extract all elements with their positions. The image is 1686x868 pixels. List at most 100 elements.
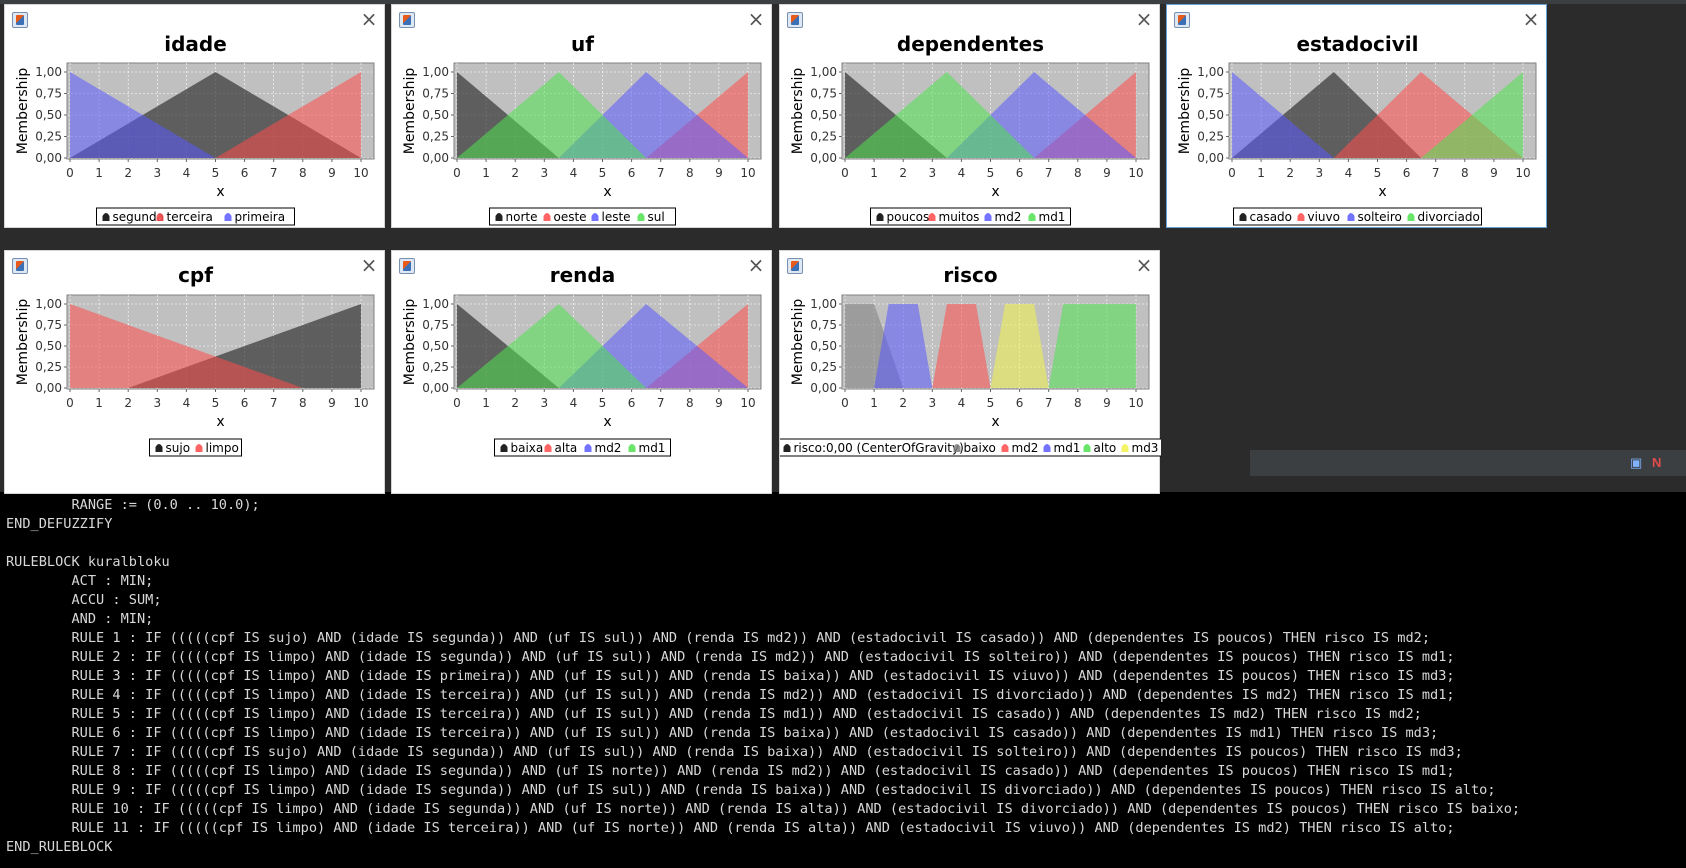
chart-window-dependentes[interactable]: × dependentes 0 1 2 3 4 5 6 7 8 9 10 0,00 0,25 0,50 0,75… (779, 4, 1160, 228)
ide-top-strip (0, 0, 1686, 4)
x-tick-label: 7 (270, 166, 278, 180)
chart-svg: renda 0 1 2 3 4 5 6 7 8 9 10 0,00 0,25 0,50 0,75 1,00 x Me… (402, 263, 762, 457)
legend-swatch (1239, 213, 1247, 221)
series-area-limpo (70, 304, 303, 388)
y-tick-label: 0,00 (422, 381, 449, 395)
x-axis-label: x (991, 414, 999, 430)
x-tick-label: 9 (715, 166, 723, 180)
x-tick-label: 8 (299, 166, 307, 180)
chart-window-cpf[interactable]: × cpf 0 1 2 3 4 5 6 7 8 9 10 0,00 0,25 0,50 0,75 1,00 x Mem… (4, 250, 385, 494)
y-tick-label: 1,00 (422, 65, 449, 79)
java-app-icon[interactable] (12, 258, 28, 274)
console-line: ACCU : SUM; (6, 592, 162, 608)
java-app-icon[interactable] (12, 12, 28, 28)
y-tick-label: 0,50 (810, 108, 837, 122)
x-axis-label: x (216, 184, 224, 200)
x-tick-label: 7 (270, 396, 278, 410)
console-line: RULE 1 : IF (((((cpf IS sujo) AND (idade… (6, 630, 1431, 646)
y-tick-label: 0,25 (35, 130, 62, 144)
x-axis-label: x (1378, 184, 1386, 200)
java-app-icon[interactable] (787, 258, 803, 274)
output-console[interactable]: RANGE := (0.0 .. 10.0); END_DEFUZZIFY RULE… (0, 492, 1686, 868)
x-tick-label: 7 (1045, 166, 1053, 180)
console-line: RULE 2 : IF (((((cpf IS limpo) AND (idad… (6, 649, 1455, 665)
y-tick-label: 1,00 (35, 65, 62, 79)
legend-swatch (500, 444, 508, 452)
netbeans-icon[interactable]: N (1652, 455, 1662, 470)
java-app-icon[interactable] (787, 12, 803, 28)
java-app-icon[interactable] (1174, 12, 1190, 28)
legend-label: alto (1094, 441, 1117, 455)
console-line: RULE 5 : IF (((((cpf IS limpo) AND (idad… (6, 706, 1422, 722)
legend-label: md2 (595, 441, 622, 455)
chart-window-estadocivil[interactable]: × estadocivil 0 1 2 3 4 5 6 7 8 9 10 0,00 0,25 0,50 0,75… (1166, 4, 1547, 228)
close-icon[interactable]: × (1522, 7, 1540, 31)
y-tick-label: 0,00 (1197, 151, 1224, 165)
y-tick-label: 0,00 (35, 381, 62, 395)
x-tick-label: 8 (299, 396, 307, 410)
legend-swatch (195, 444, 203, 452)
legend-label: solteiro (1358, 210, 1402, 224)
monitor-icon[interactable]: ▣ (1630, 455, 1643, 470)
y-axis-label: Membership (15, 68, 31, 155)
x-tick-label: 6 (628, 166, 636, 180)
legend-swatch (1347, 213, 1355, 221)
x-tick-label: 8 (1074, 396, 1082, 410)
chart-window-idade[interactable]: × idade 0 1 2 3 4 5 6 7 8 9 10 0,00 0,25 0,50 0,75 1,00 x M… (4, 4, 385, 228)
close-icon[interactable]: × (360, 7, 378, 31)
legend-box (489, 207, 676, 226)
close-icon[interactable]: × (360, 253, 378, 277)
chart-svg: cpf 0 1 2 3 4 5 6 7 8 9 10 0,00 0,25 0,50 0,75 1,00 x Memb… (15, 263, 375, 457)
console-line: RULE 10 : IF (((((cpf IS limpo) AND (ida… (6, 801, 1521, 817)
x-axis-label: x (991, 184, 999, 200)
console-line: AND : MIN; (6, 611, 154, 627)
x-tick-label: 3 (153, 166, 161, 180)
chart-window-uf[interactable]: × uf 0 1 2 3 4 5 6 7 8 9 10 0,00 0,25 0,50 0,75 1,00 x Memb… (391, 4, 772, 228)
chart-window-risco[interactable]: × risco 0 1 2 3 4 5 6 7 8 9 10 0,00 0,25 0,50 0,75 1,00 x M… (779, 250, 1161, 494)
x-tick-label: 6 (241, 396, 249, 410)
x-tick-label: 1 (95, 396, 103, 410)
x-axis-label: x (603, 184, 611, 200)
legend-swatch (155, 444, 163, 452)
legend-label: md1 (1039, 210, 1066, 224)
chart-svg: dependentes 0 1 2 3 4 5 6 7 8 9 10 0,00 0,25 0,50 0,75 1… (790, 32, 1150, 226)
series-area-md2 (932, 304, 991, 388)
x-tick-label: 10 (740, 166, 755, 180)
java-app-icon[interactable] (399, 258, 415, 274)
y-tick-label: 0,50 (422, 108, 449, 122)
legend-label: poucos (887, 210, 930, 224)
y-tick-label: 0,00 (810, 381, 837, 395)
chart-window-renda[interactable]: × renda 0 1 2 3 4 5 6 7 8 9 10 0,00 0,25 0,50 0,75 1,00 x M… (391, 250, 772, 494)
legend-label: alta (555, 441, 578, 455)
x-tick-label: 9 (328, 396, 336, 410)
x-tick-label: 9 (715, 396, 723, 410)
x-tick-label: 1 (95, 166, 103, 180)
x-tick-label: 0 (841, 166, 849, 180)
close-icon[interactable]: × (747, 7, 765, 31)
x-tick-label: 7 (657, 396, 665, 410)
x-tick-label: 10 (1515, 166, 1530, 180)
x-tick-label: 0 (453, 166, 461, 180)
console-line: ACT : MIN; (6, 573, 154, 589)
chart-svg: estadocivil 0 1 2 3 4 5 6 7 8 9 10 0,00 0,25 0,50 0,75 1… (1177, 32, 1537, 226)
legend-label: primeira (235, 210, 286, 224)
chart-title: idade (164, 32, 227, 56)
x-tick-label: 5 (1374, 166, 1382, 180)
close-icon[interactable]: × (1135, 7, 1153, 31)
legend-label: risco:0,00 (CenterOfGravity) (794, 441, 964, 455)
legend-label: md1 (1054, 441, 1081, 455)
y-axis-label: Membership (1177, 68, 1193, 155)
close-icon[interactable]: × (1135, 253, 1153, 277)
java-app-icon[interactable] (399, 12, 415, 28)
x-tick-label: 4 (1345, 166, 1353, 180)
series-area-md1 (457, 304, 647, 388)
x-tick-label: 7 (1045, 396, 1053, 410)
series-area-md1 (874, 304, 933, 388)
x-tick-label: 8 (1461, 166, 1469, 180)
legend-label: oeste (554, 210, 587, 224)
close-icon[interactable]: × (747, 253, 765, 277)
series-area-terceira (215, 72, 361, 158)
legend-swatch (584, 444, 592, 452)
legend-label: viuvo (1308, 210, 1340, 224)
legend-swatch (1028, 213, 1036, 221)
